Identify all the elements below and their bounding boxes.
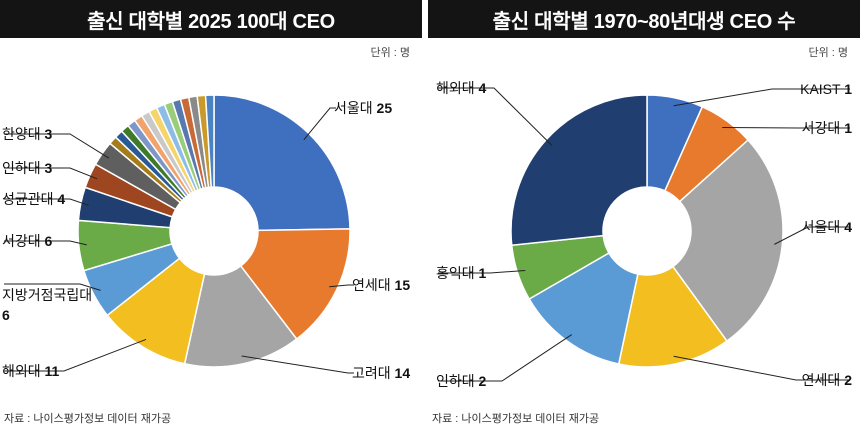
slice-label: 홍익대 1	[436, 265, 487, 281]
leader-line	[774, 226, 850, 245]
slice-value: 6	[2, 307, 10, 323]
slice-label: 해외대 4	[436, 80, 487, 96]
donut-slice	[528, 251, 639, 365]
slice-label: 서울대 25	[334, 100, 392, 116]
leader-line	[4, 198, 89, 206]
donut-slice	[510, 94, 648, 247]
unit-label: 단위 : 명	[808, 47, 848, 59]
donut-chart: KAIST 1 서강대 1 서울대 4 연세대 2 인하대 2 홍익대 1 해외대 4	[436, 80, 853, 389]
chart-panel-right: 출신 대학별 1970~80년대생 CEO 수 단위 : 명 KAIST 1 서강…	[428, 0, 860, 440]
leader-line	[4, 167, 98, 180]
slice-label: 인하대 2	[436, 373, 487, 389]
slice-label: 서강대 6	[2, 233, 53, 249]
slice-label: 한양대 3	[2, 126, 53, 142]
source-note: 자료 : 나이스평가정보 데이터 재가공	[4, 413, 172, 425]
leader-line	[438, 270, 526, 274]
leader-line	[329, 284, 354, 288]
donut-slice	[671, 138, 784, 343]
slice-label: 서울대 4	[802, 219, 853, 235]
chart-title: 출신 대학별 2025 100대 CEO	[0, 0, 422, 38]
leader-line	[4, 283, 101, 291]
leader-line	[4, 133, 110, 159]
slice-label: 인하대 3	[2, 160, 53, 176]
slice-label: KAIST 1	[800, 81, 852, 97]
slice-label: 서강대 1	[802, 120, 853, 136]
chart-title: 출신 대학별 1970~80년대생 CEO 수	[428, 0, 860, 38]
slice-label: 연세대 2	[802, 372, 853, 388]
slice-label: 지방거점국립대	[2, 287, 92, 303]
slice-label: 해외대 11	[2, 363, 60, 379]
donut-chart: 서울대 25 연세대 15 고려대 14 해외대 11 지방거점국립대 6 서강대 6 성균관…	[2, 94, 410, 381]
leader-line	[4, 338, 147, 372]
unit-label: 단위 : 명	[370, 47, 410, 59]
leader-line	[438, 87, 553, 146]
donut-slice	[617, 265, 728, 368]
slice-label: 성균관대 4	[2, 191, 65, 207]
donut-slice	[183, 264, 298, 368]
leader-line	[438, 334, 573, 382]
donut-slice	[239, 228, 351, 341]
source-note: 자료 : 나이스평가정보 데이터 재가공	[432, 413, 600, 425]
leader-line	[673, 355, 850, 381]
leader-line	[4, 240, 87, 246]
donut-slice	[213, 94, 351, 232]
leader-line	[241, 355, 354, 374]
chart-panel-left: 출신 대학별 2025 100대 CEO 단위 : 명 서울대 25 연세대 15…	[0, 0, 422, 440]
donut-slice	[204, 94, 215, 188]
leader-line	[722, 126, 850, 129]
slice-label: 연세대 15	[352, 277, 410, 293]
leader-line	[673, 88, 850, 107]
leader-line	[303, 107, 336, 141]
slice-label: 고려대 14	[352, 365, 410, 381]
